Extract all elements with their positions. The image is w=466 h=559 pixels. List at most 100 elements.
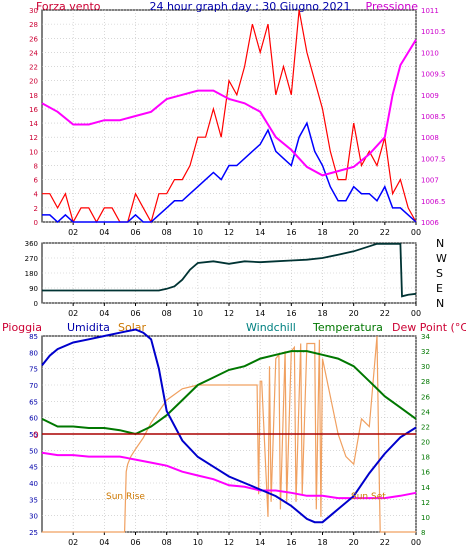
humidity-label: Umidita [67,321,110,334]
x-tick-label: 22 [380,309,390,318]
wind-tick-label: 14 [29,120,38,128]
temperature-tick-label: 32 [421,348,430,356]
wind-tick-label: 10 [29,148,38,156]
direction-line [42,242,417,298]
direction-tick-label: 270 [25,255,38,263]
x-tick-label: 08 [162,228,172,237]
pressure-tick-label: 1006.5 [421,198,446,206]
x-tick-label: 16 [286,538,296,547]
x-tick-label: 20 [349,538,359,547]
x-tick-label: 16 [286,309,296,318]
x-tick-label: 18 [317,309,327,318]
pressure-tick-label: 1009.5 [421,71,446,79]
x-tick-label: 02 [68,538,78,547]
humidity-tick-label: 65 [29,398,38,406]
wind-tick-label: 6 [34,177,39,185]
compass-label: N [436,297,444,310]
humidity-tick-label: 50 [29,447,38,455]
direction-panel-series [42,242,417,298]
wind-tick-label: 4 [34,191,39,199]
compass-label: S [436,267,443,280]
x-tick-label: 14 [255,538,265,547]
temperature-axis-ticks: 8 10 12 14 16 18 20 22 24 26 28 30 32 34 [421,333,430,537]
wind-panel-x-ticks: 02 04 06 08 10 12 14 16 18 20 22 00 [68,222,421,237]
x-tick-label: 00 [411,538,421,547]
temperature-tick-label: 22 [421,423,430,431]
direction-tick-label: 180 [25,270,38,278]
x-tick-label: 06 [130,228,140,237]
x-tick-label: 22 [380,228,390,237]
wind-tick-label: 30 [29,7,38,15]
wind-tick-label: 18 [29,92,38,100]
pressure-tick-label: 1007.5 [421,155,446,163]
temperature-tick-label: 34 [421,333,430,341]
wind-tick-label: 20 [29,78,38,86]
x-tick-label: 04 [99,309,109,318]
humidity-tick-label: 25 [29,529,38,537]
wind-tick-label: 28 [29,21,38,29]
humidity-tick-label: 70 [29,382,38,390]
wind-tick-label: 2 [34,205,38,213]
direction-tick-label: 360 [25,240,38,248]
pressure-axis-ticks: 1006 1006.5 1007 1007.5 1008 1008.5 1009 1009.5… [421,7,446,227]
x-tick-label: 12 [224,538,234,547]
x-tick-label: 22 [380,538,390,547]
direction-panel-x-ticks: 02 04 06 08 10 12 14 16 18 20 22 00 [68,303,421,318]
humidity-tick-label: 45 [29,464,38,472]
wind-tick-label: 22 [29,64,38,72]
pressure-tick-label: 1008 [421,134,439,142]
x-tick-label: 20 [349,309,359,318]
humidity-tick-label: 30 [29,513,38,521]
dew-point-label: Dew Point (°C) [392,321,466,334]
wind-tick-label: 26 [29,35,38,43]
pressure-title: Pressione [366,0,419,13]
temperature-tick-label: 14 [421,484,430,492]
temperature-label: Temperatura [312,321,383,334]
x-tick-label: 16 [286,228,296,237]
x-tick-label: 18 [317,228,327,237]
wind-gust-line [42,9,417,224]
temperature-line [41,350,417,436]
x-tick-label: 10 [193,538,203,547]
pressure-tick-label: 1006 [421,219,439,227]
x-tick-label: 10 [193,228,203,237]
humidity-tick-label: 85 [29,333,38,341]
temperature-tick-label: 10 [421,514,430,522]
compass-label: N [436,237,444,250]
temperature-tick-label: 28 [421,378,430,386]
x-tick-label: 02 [68,309,78,318]
temperature-tick-label: 30 [421,363,430,371]
wind-tick-label: 24 [29,49,38,57]
temperature-tick-label: 18 [421,454,430,462]
x-tick-label: 12 [224,309,234,318]
pressure-tick-label: 1010 [421,49,439,57]
direction-tick-label: 0 [34,300,38,308]
humidity-tick-label: 60 [29,415,38,423]
temperature-panel-series [41,328,417,533]
x-tick-label: 06 [130,309,140,318]
wind-panel-series [41,9,417,224]
humidity-line [41,328,417,524]
pressure-line [41,39,417,177]
direction-axis-ticks: 0 90 180 270 360 [25,240,38,308]
wind-tick-label: 8 [34,162,38,170]
x-tick-label: 14 [255,309,265,318]
humidity-tick-label: 75 [29,366,38,374]
x-tick-label: 00 [411,309,421,318]
x-tick-label: 06 [130,538,140,547]
pressure-tick-label: 1010.5 [421,28,446,36]
temperature-tick-label: 20 [421,439,430,447]
sun-rise-label: Sun Rise [106,492,145,502]
x-tick-label: 12 [224,228,234,237]
x-tick-label: 04 [99,228,109,237]
pressure-tick-label: 1007 [421,177,439,185]
graph-title: 24 hour graph day : 30 Giugno 2021 [149,0,350,13]
x-tick-label: 20 [349,228,359,237]
wind-tick-label: 0 [34,219,38,227]
pressure-tick-label: 1011 [421,7,439,15]
x-tick-label: 18 [317,538,327,547]
pressure-tick-label: 1009 [421,92,439,100]
